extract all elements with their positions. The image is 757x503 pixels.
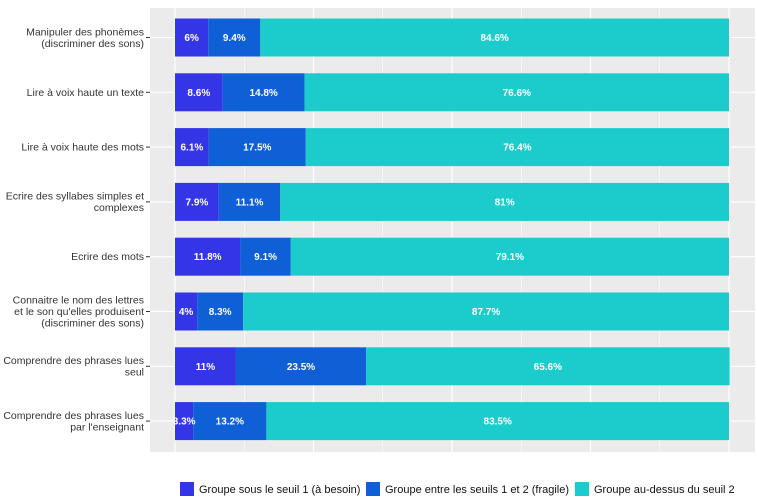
bar-value-label: 11.8% [194, 252, 222, 263]
bar-value-label: 76.6% [503, 88, 531, 99]
category-label: Lire à voix haute des mots [21, 142, 144, 154]
bars [175, 18, 730, 441]
bar-value-label: 14.8% [249, 88, 277, 99]
bar-value-label: 87.7% [472, 307, 500, 318]
bar-value-label: 76.4% [503, 143, 531, 154]
category-label: Manipuler des phonèmes (discriminer des s… [26, 26, 144, 50]
bar-segment [175, 237, 241, 276]
bar-segment [260, 18, 729, 57]
bar-segment [175, 292, 198, 331]
bar-value-label: 83.5% [484, 417, 512, 428]
bar-segment [266, 402, 729, 441]
legend-swatch [180, 482, 194, 496]
bar-segment [235, 347, 367, 386]
bar-value-label: 6% [184, 33, 199, 44]
legend-label: Groupe au-dessus du seuil 2 [594, 484, 735, 496]
bar-value-label: 79.1% [496, 252, 524, 263]
category-ticks [146, 37, 150, 422]
bar-value-label: 11% [196, 362, 216, 373]
bar-value-label: 81% [495, 197, 515, 208]
category-label: Ecrire des syllabes simples et complexes [6, 191, 144, 215]
category-label: Comprendre des phrases lues par l'enseign… [3, 410, 144, 434]
bar-segment [218, 182, 281, 221]
bar-segment [208, 128, 306, 167]
bar-value-label: 3.3% [173, 417, 196, 428]
category-label: Lire à voix haute un texte [27, 87, 144, 99]
legend-swatch [575, 482, 589, 496]
bar-segment [290, 237, 729, 276]
bar-value-label: 11.1% [236, 197, 264, 208]
bar-segment [193, 402, 267, 441]
bar-segment [304, 73, 729, 112]
bar-segment [208, 18, 261, 57]
legend-label: Groupe entre les seuils 1 et 2 (fragile) [385, 484, 569, 496]
category-labels: Manipuler des phonèmes (discriminer des s… [3, 26, 144, 433]
bar-value-label: 7.9% [185, 197, 208, 208]
bar-value-label: 8.6% [187, 88, 210, 99]
bar-value-label: 13.2% [216, 417, 244, 428]
legend: Groupe sous le seuil 1 (à besoin) Groupe … [180, 482, 735, 496]
bar-segment [366, 347, 730, 386]
legend-swatch [366, 482, 380, 496]
bar-value-label: 84.6% [480, 33, 508, 44]
bar-value-label: 9.1% [254, 252, 277, 263]
bar-segment [175, 128, 209, 167]
category-label: Connaitre le nom des lettres et le son qu… [13, 295, 144, 330]
bar-segment [175, 73, 223, 112]
category-label: Comprendre des phrases lues seul [3, 355, 144, 379]
bar-value-label: 4% [179, 307, 194, 318]
bar-value-label: 6.1% [180, 143, 203, 154]
bar-value-label: 9.4% [223, 33, 246, 44]
legend-label: Groupe sous le seuil 1 (à besoin) [199, 484, 360, 496]
bar-segment [240, 237, 291, 276]
bar-value-label: 17.5% [243, 143, 271, 154]
bar-segment [243, 292, 729, 331]
category-label: Ecrire des mots [71, 251, 144, 263]
bar-segment [175, 18, 209, 57]
bar-segment [280, 182, 729, 221]
bar-segment [175, 402, 194, 441]
bar-value-label: 65.6% [534, 362, 562, 373]
bar-segment [305, 128, 729, 167]
bar-value-label: 8.3% [209, 307, 232, 318]
bar-segment [197, 292, 244, 331]
bar-labels: 6% 9.4% 84.6% 8.6% 14.8% 76.6% 6.1% 17.5% 76.4% 7… [173, 33, 562, 428]
bar-value-label: 23.5% [287, 362, 315, 373]
bar-segment [175, 182, 219, 221]
bar-segment [222, 73, 305, 112]
bar-segment [175, 347, 236, 386]
